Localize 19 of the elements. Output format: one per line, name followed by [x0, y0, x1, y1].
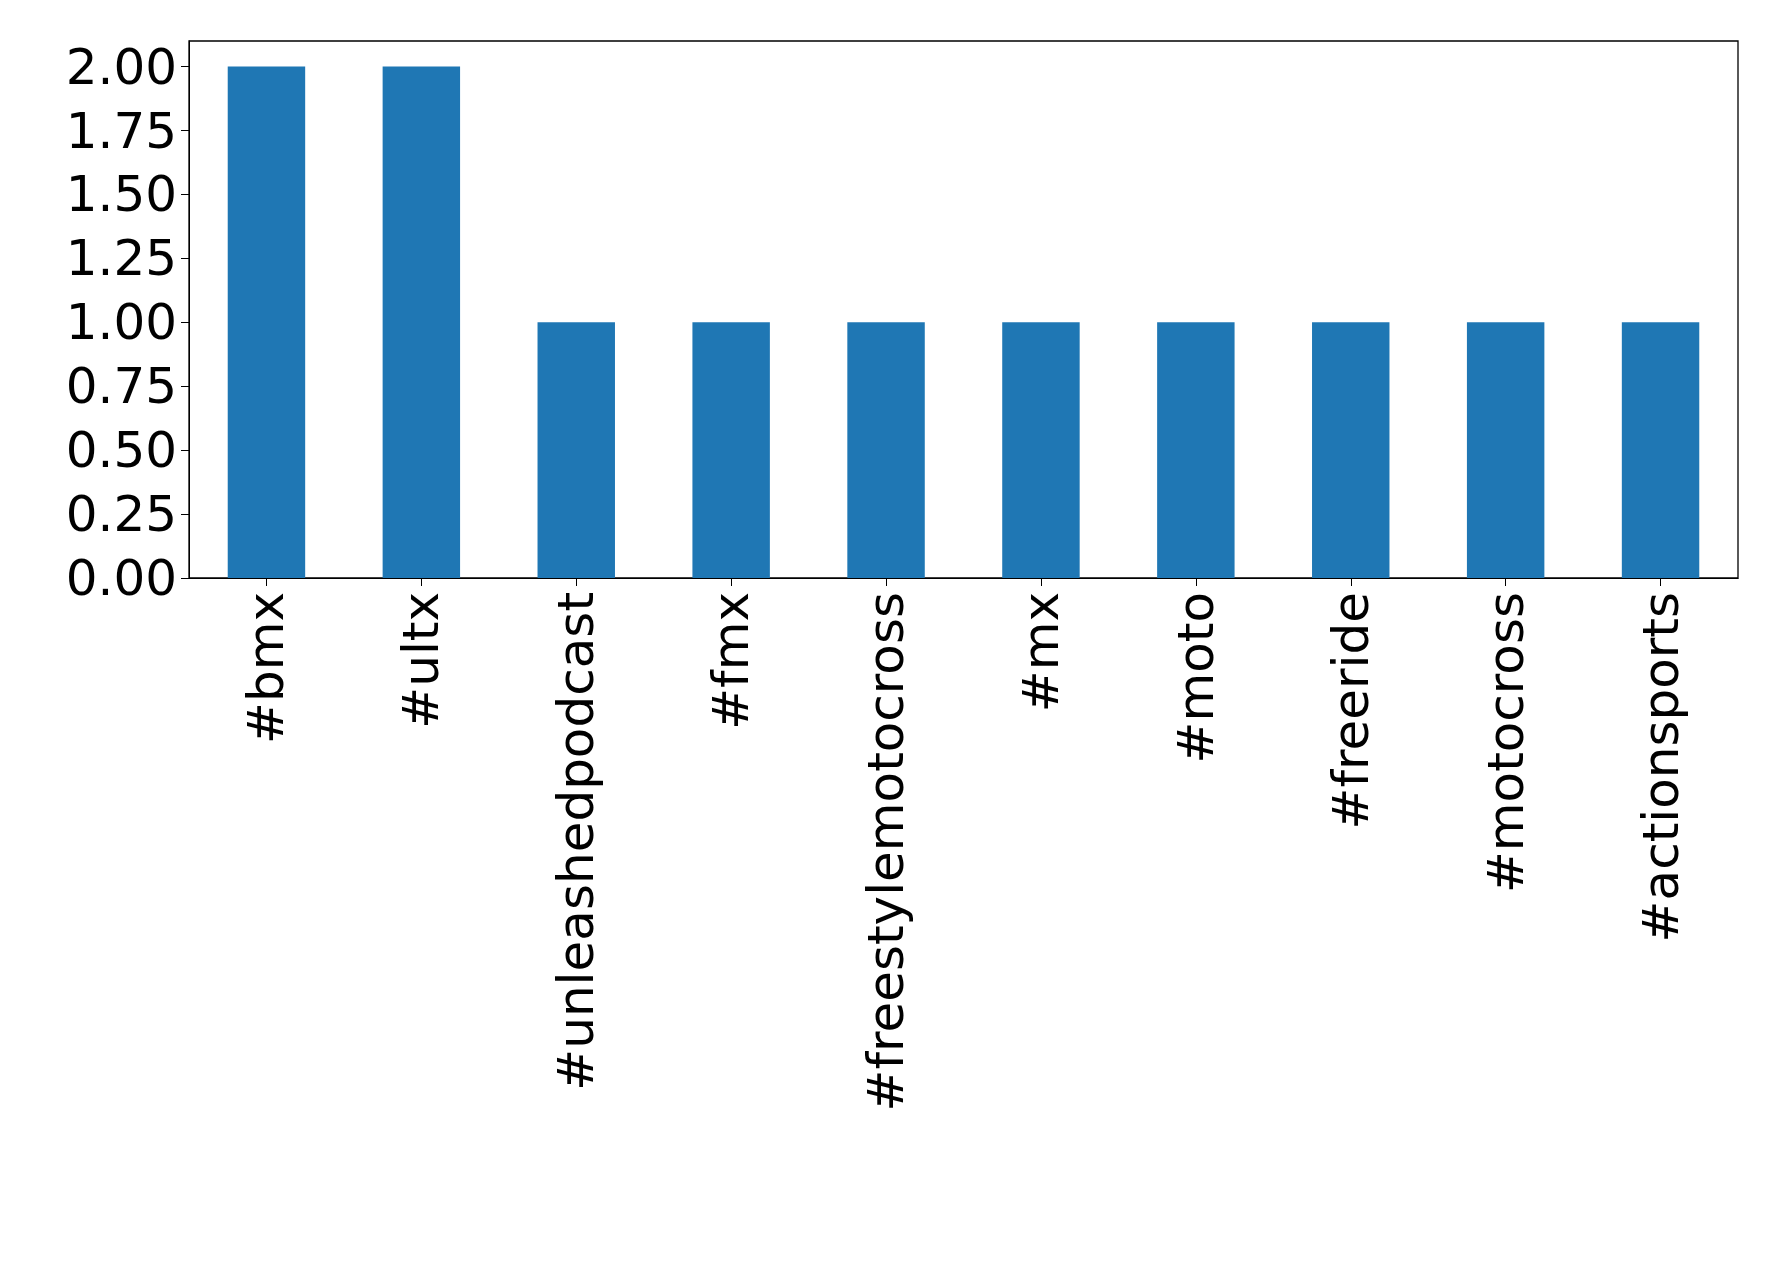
x-tick-label: #fmx: [702, 592, 761, 730]
x-tick-label: #moto: [1166, 592, 1225, 764]
x-tick-label: #motocross: [1476, 592, 1535, 894]
y-tick-label: 0.00: [65, 549, 177, 607]
x-tick-label: #unleashedpodcast: [547, 592, 606, 1091]
x-tick-label: #mx: [1011, 592, 1070, 713]
x-tick-label: #actionsports: [1631, 592, 1690, 943]
y-tick-label: 0.25: [65, 485, 177, 544]
x-tick-label: #bmx: [237, 592, 296, 744]
y-tick-label: 1.75: [65, 101, 177, 160]
y-tick-label: 0.50: [65, 421, 177, 480]
y-tick-label: 0.75: [65, 357, 177, 416]
y-tick-label: 2.00: [65, 37, 177, 96]
x-tick-label: #ultx: [392, 592, 451, 729]
y-tick-label: 1.50: [65, 165, 177, 224]
x-tick-label: #freeride: [1321, 592, 1380, 830]
x-tick-label: #freestylemotocross: [857, 592, 916, 1112]
y-tick-label: 1.00: [65, 293, 177, 352]
y-tick-label: 1.25: [65, 229, 177, 288]
